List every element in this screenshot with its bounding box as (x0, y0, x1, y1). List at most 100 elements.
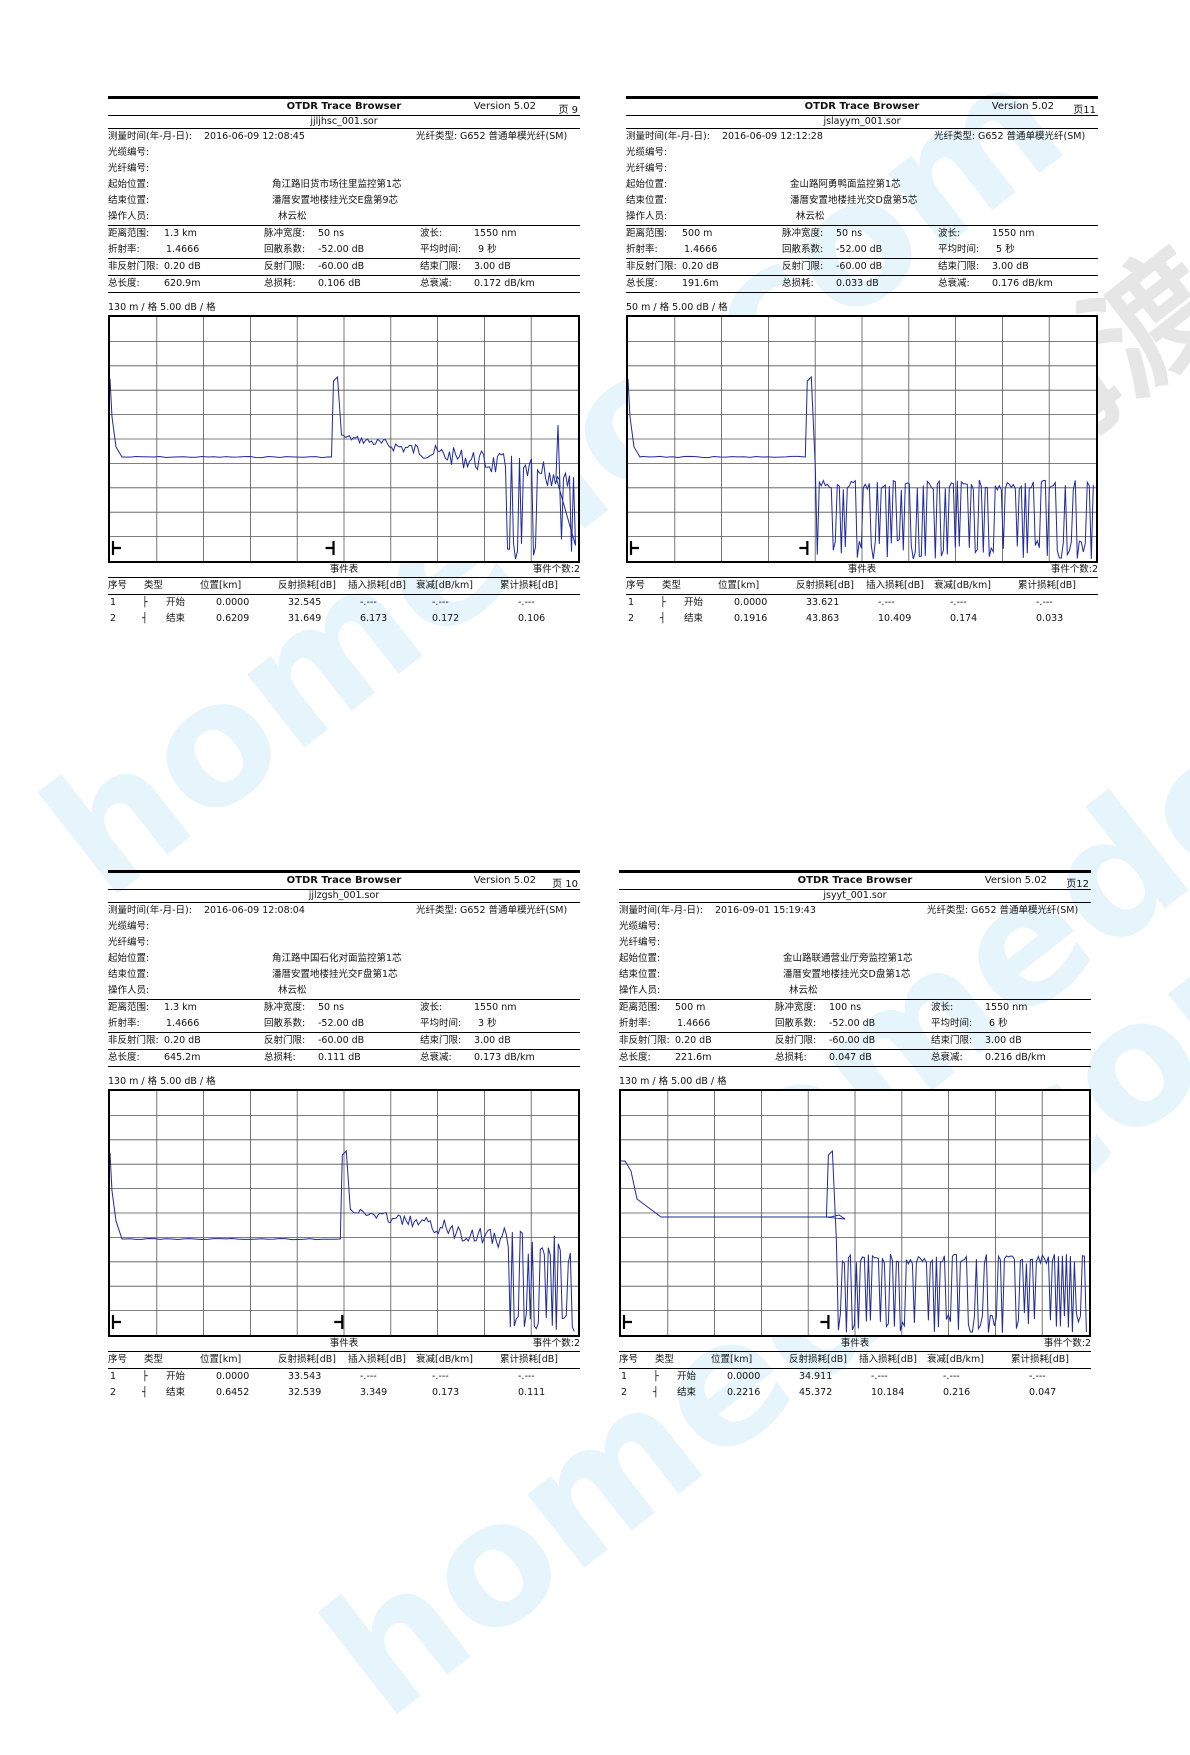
avg-time-label: 平均时间: (931, 1018, 973, 1029)
event-cum: -.--- (1036, 597, 1053, 608)
version-label: Version 5.02 (473, 875, 536, 886)
col-type: 类型 (144, 580, 164, 591)
nonrefl-label: 非反射门限: (108, 1035, 159, 1046)
start-pos-value: 金山路联通营业厅旁监控第1芯 (783, 953, 913, 964)
col-refl: 反射损耗[dB] (278, 1354, 336, 1365)
measure-time-value: 2016-06-09 12:08:45 (204, 131, 305, 142)
col-cum: 累计损耗[dB] (1018, 580, 1076, 591)
threshold-row: 非反射门限: 0.20 dB 反射门限: -60.00 dB 结束门限: 3.0… (619, 1033, 1091, 1050)
backscatter-label: 回散系数: (775, 1018, 817, 1029)
start-pos-label: 起始位置: (108, 953, 150, 964)
wavelength-value: 1550 nm (992, 228, 1035, 239)
col-pos: 位置[km] (200, 1354, 242, 1365)
col-refl: 反射损耗[dB] (278, 580, 336, 591)
event-pos: 0.0000 (216, 597, 250, 608)
event-ins: 6.173 (360, 613, 388, 624)
operator-label: 操作人员: (108, 211, 150, 222)
fiber-no-row: 光纤编号: (108, 161, 580, 177)
avg-time-value: 9 秒 (478, 244, 497, 255)
event-table-columns: 序号 类型 位置[km] 反射损耗[dB] 插入损耗[dB] 衰减[dB/km]… (619, 1352, 1091, 1369)
event-pos: 0.0000 (734, 597, 768, 608)
event-type: 结束 (684, 613, 704, 624)
trace-line (628, 375, 1094, 560)
fiber-type-value: G652 普通单模光纤(SM) (460, 905, 568, 916)
event-marker (629, 541, 639, 555)
avg-time-label: 平均时间: (420, 244, 462, 255)
col-ins: 插入损耗[dB] (348, 580, 406, 591)
measure-time-row: 测量时间(年-月-日): 2016-09-01 15:19:43 光纤类型: G… (619, 903, 1091, 919)
event-table-header: 事件表 事件个数:2 (626, 563, 1098, 578)
refl-value: -60.00 dB (318, 261, 365, 272)
param-row-2: 折射率: 1.4666 回散系数: -52.00 dB 平均时间: 6 秒 (619, 1016, 1091, 1033)
event-row: 2 ┤ 结束 0.1916 43.863 10.409 0.174 0.033 (626, 611, 1098, 627)
otdr-trace-chart (619, 1089, 1091, 1337)
col-pos: 位置[km] (718, 580, 760, 591)
col-pos: 位置[km] (711, 1354, 753, 1365)
event-sym: ├ (142, 597, 148, 608)
file-name: jjljhsc_001.sor (108, 116, 580, 129)
otdr-trace-chart (108, 1089, 580, 1337)
fiber-no-label: 光纤编号: (108, 163, 150, 174)
refl-label: 反射门限: (264, 261, 306, 272)
total-loss-value: 0.111 dB (318, 1052, 361, 1063)
report-header: OTDR Trace Browser Version 5.02 页 10 (108, 870, 580, 890)
event-rows: 1 ├ 开始 0.0000 32.545 -.--- -.--- -.--- 2 ┤ 结束 0.620… (108, 595, 580, 627)
end-thr-label: 结束门限: (931, 1035, 973, 1046)
app-title: OTDR Trace Browser (797, 875, 913, 886)
start-pos-value: 角江路旧货市场往里监控第1芯 (272, 179, 402, 190)
event-row: 1 ├ 开始 0.0000 32.545 -.--- -.--- -.--- (108, 595, 580, 611)
event-refl: 34.911 (799, 1371, 833, 1382)
file-name: jslayym_001.sor (626, 116, 1098, 129)
avg-time-value: 3 秒 (478, 1018, 497, 1029)
col-refl: 反射损耗[dB] (796, 580, 854, 591)
chart-scale: 50 m / 格 5.00 dB / 格 (626, 302, 728, 313)
total-len-value: 645.2m (164, 1052, 201, 1063)
ior-label: 折射率: (108, 1018, 140, 1029)
range-value: 500 m (682, 228, 713, 239)
event-table-header: 事件表 事件个数:2 (108, 1337, 580, 1352)
refl-label: 反射门限: (264, 1035, 306, 1046)
end-pos-row: 结束位置: 潘厝安置地楼挂光交D盘第1芯 (619, 967, 1091, 983)
event-sym: ┤ (142, 613, 148, 624)
event-pos: 0.1916 (734, 613, 768, 624)
event-count: 事件个数:2 (1050, 564, 1098, 575)
param-row-2: 折射率: 1.4666 回散系数: -52.00 dB 平均时间: 5 秒 (626, 242, 1098, 259)
event-type: 开始 (166, 1371, 186, 1382)
fiber-type-label: 光纤类型: (416, 905, 458, 916)
trace-svg (621, 1091, 1089, 1335)
range-label: 距离范围: (619, 1002, 661, 1013)
total-len-value: 620.9m (164, 278, 201, 289)
total-att-value: 0.172 dB/km (474, 278, 535, 289)
total-att-label: 总衰减: (420, 278, 452, 289)
pulse-label: 脉冲宽度: (264, 1002, 306, 1013)
operator-row: 操作人员: 林云松 (626, 209, 1098, 226)
event-count: 事件个数:2 (1043, 1338, 1091, 1349)
nonrefl-value: 0.20 dB (675, 1035, 712, 1046)
ior-value: 1.4666 (684, 244, 718, 255)
col-no: 序号 (108, 1354, 128, 1365)
end-thr-value: 3.00 dB (992, 261, 1029, 272)
refl-value: -60.00 dB (836, 261, 883, 272)
event-row: 2 ┤ 结束 0.2216 45.372 10.184 0.216 0.047 (619, 1385, 1091, 1401)
start-pos-row: 起始位置: 角江路旧货市场往里监控第1芯 (108, 177, 580, 193)
event-no: 2 (110, 613, 117, 624)
summary-row: 总长度: 191.6m 总损耗: 0.033 dB 总衰减: 0.176 dB/… (626, 276, 1098, 293)
threshold-row: 非反射门限: 0.20 dB 反射门限: -60.00 dB 结束门限: 3.0… (108, 1033, 580, 1050)
cable-no-label: 光缆编号: (108, 921, 150, 932)
end-thr-value: 3.00 dB (474, 261, 511, 272)
range-value: 1.3 km (164, 1002, 197, 1013)
event-att: -.--- (432, 597, 449, 608)
otdr-report-panel: OTDR Trace Browser Version 5.02 页12 jsyy… (619, 870, 1091, 1401)
operator-label: 操作人员: (626, 211, 668, 222)
col-att: 衰减[dB/km] (927, 1354, 984, 1365)
summary-row: 总长度: 620.9m 总损耗: 0.106 dB 总衰减: 0.172 dB/… (108, 276, 580, 293)
wavelength-label: 波长: (938, 228, 961, 239)
chart-scale: 130 m / 格 5.00 dB / 格 (108, 302, 216, 313)
end-thr-label: 结束门限: (420, 261, 462, 272)
fiber-type-label: 光纤类型: (416, 131, 458, 142)
nonrefl-value: 0.20 dB (682, 261, 719, 272)
measure-time-row: 测量时间(年-月-日): 2016-06-09 12:12:28 光纤类型: G… (626, 129, 1098, 145)
operator-value: 林云松 (278, 985, 307, 996)
event-refl: 33.621 (806, 597, 840, 608)
event-row: 2 ┤ 结束 0.6452 32.539 3.349 0.173 0.111 (108, 1385, 580, 1401)
